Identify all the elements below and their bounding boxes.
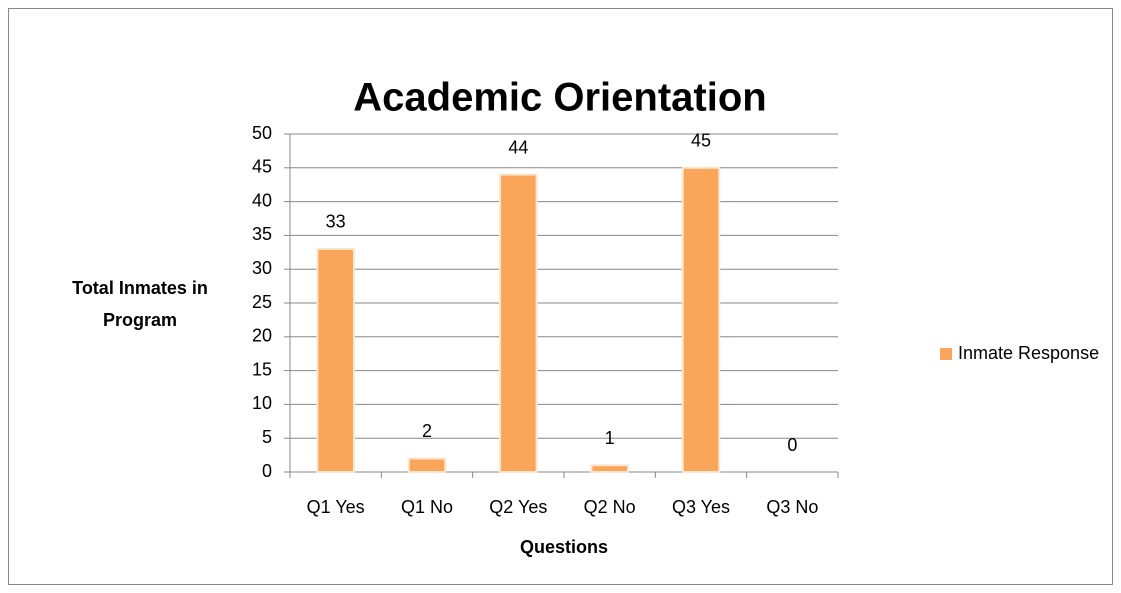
y-tick-label: 45 (252, 157, 272, 177)
data-label: 33 (326, 212, 346, 232)
y-tick-label: 15 (252, 359, 272, 379)
x-tick-label: Q1 No (401, 497, 453, 517)
y-axis-title: Total Inmates in Program (72, 278, 208, 330)
bar (681, 166, 721, 474)
y-tick-label: 25 (252, 292, 272, 312)
x-tick-label: Q2 No (584, 497, 636, 517)
x-tick-label: Q1 Yes (307, 497, 365, 517)
y-tick-label: 30 (252, 258, 272, 278)
data-label: 1 (605, 428, 615, 448)
x-tick-label: Q2 Yes (489, 497, 547, 517)
y-tick-label: 5 (262, 427, 272, 447)
bar (590, 464, 629, 473)
data-label: 0 (787, 435, 797, 455)
x-axis-title: Questions (520, 537, 608, 557)
bar (316, 247, 355, 473)
y-tick-label: 0 (262, 461, 272, 481)
y-tick-label: 35 (252, 224, 272, 244)
x-tick-label: Q3 No (766, 497, 818, 517)
y-tick-label: 20 (252, 326, 272, 346)
data-label: 2 (422, 421, 432, 441)
y-tick-label: 40 (252, 190, 272, 210)
chart-border (8, 8, 1113, 585)
y-tick-label: 50 (252, 123, 272, 143)
y-tick-label: 10 (252, 393, 272, 413)
legend-swatch (940, 348, 952, 360)
bar (499, 173, 538, 473)
bar (407, 457, 447, 474)
chart-title: Academic Orientation (353, 76, 766, 120)
data-label: 44 (508, 137, 528, 157)
legend-label: Inmate Response (958, 343, 1099, 363)
x-tick-label: Q3 Yes (672, 497, 730, 517)
data-label: 45 (691, 131, 711, 151)
